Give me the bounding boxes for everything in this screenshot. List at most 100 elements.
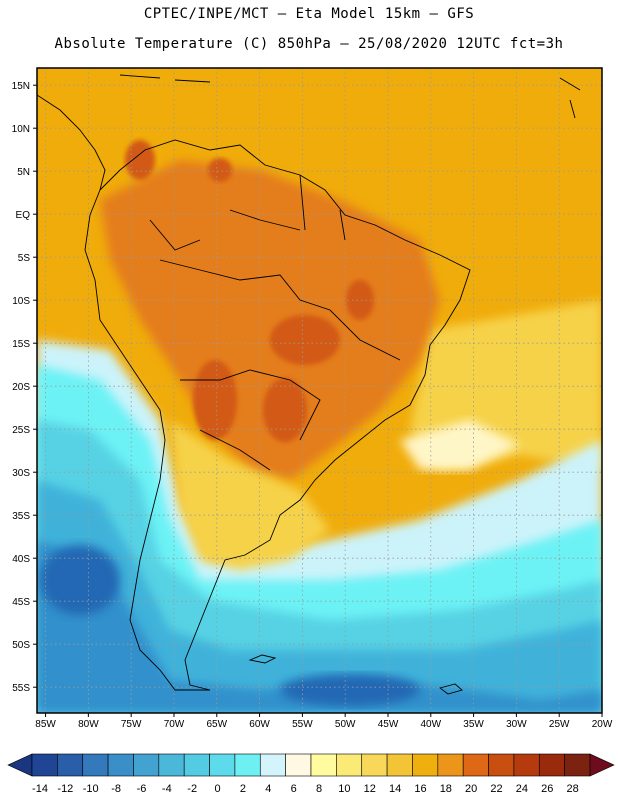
chart-title-line-2: Absolute Temperature (C) 850hPa – 25/08/… (54, 36, 564, 52)
colorbar-swatch (259, 753, 286, 777)
colorbar-swatch (513, 753, 540, 777)
colorbar-label: 10 (338, 783, 350, 795)
lat-tick-label: 15S (12, 339, 30, 350)
colorbar-swatch (57, 753, 84, 777)
lat-tick-label: 20S (12, 382, 30, 393)
colorbar-swatch (183, 753, 210, 777)
caribbean-islands (119, 74, 581, 119)
colorbar-label: 8 (316, 783, 322, 795)
lon-tick-label: 70W (164, 719, 185, 730)
lat-tick-label: 30S (12, 468, 30, 479)
colorbar-swatch (462, 753, 489, 777)
colorbar-label: 12 (364, 783, 376, 795)
map-frame (36, 67, 603, 714)
colorbar-label: 4 (265, 783, 271, 795)
colorbar-swatch (234, 753, 261, 777)
lon-tick-label: 80W (78, 719, 99, 730)
colorbar-swatch (361, 753, 388, 777)
colorbar-label: -12 (57, 783, 73, 795)
lon-tick-label: 45W (378, 719, 399, 730)
lon-tick-label: 35W (463, 719, 484, 730)
lat-tick-label: 10S (12, 296, 30, 307)
lon-tick-label: 60W (249, 719, 270, 730)
field-hot-interior (100, 160, 440, 480)
lat-tick-label: 55S (12, 683, 30, 694)
colorbar-swatch (107, 753, 134, 777)
field-hottest-core-4 (346, 280, 374, 320)
lat-tick-label: 45S (12, 597, 30, 608)
colorbar-swatch (488, 753, 515, 777)
lon-tick-label: 20W (592, 719, 613, 730)
field-mild-land (170, 420, 330, 570)
colorbar-label: -4 (162, 783, 172, 795)
field-cold-blue (37, 480, 602, 713)
colorbar-swatch (538, 753, 565, 777)
colorbar-under-arrow (7, 753, 33, 777)
colorbar-label: 22 (490, 783, 502, 795)
field-coldest-south (280, 674, 420, 706)
lat-tick-label: 40S (12, 554, 30, 565)
lon-tick-label: 85W (35, 719, 56, 730)
lat-tick-label: 5N (17, 167, 30, 178)
colorbar-label: 28 (567, 783, 579, 795)
field-hottest-core-6 (208, 158, 232, 182)
colorbar-label: -2 (187, 783, 197, 795)
colorbar-label: 16 (414, 783, 426, 795)
colorbar-over-arrow (589, 753, 615, 777)
colorbar-label: 14 (389, 783, 401, 795)
colorbar-swatch (133, 753, 160, 777)
country-borders (149, 174, 401, 471)
colorbar-swatch (310, 753, 337, 777)
colorbar-swatch (209, 753, 236, 777)
colorbar-label: -14 (32, 783, 48, 795)
colorbar-swatch (336, 753, 363, 777)
lon-tick-label: 75W (121, 719, 142, 730)
colorbar-swatch (386, 753, 413, 777)
field-hottest-core-1 (193, 360, 237, 440)
lat-tick-label: 50S (12, 640, 30, 651)
colorbar-label: 20 (465, 783, 477, 795)
field-pale-atlantic (400, 420, 520, 470)
field-hottest-core-3 (263, 378, 307, 442)
colorbar-swatch (412, 753, 439, 777)
colorbar-label: 18 (440, 783, 452, 795)
lat-tick-label: 10N (12, 124, 30, 135)
lon-tick-label: 50W (335, 719, 356, 730)
lon-tick-label: 65W (206, 719, 227, 730)
colorbar-label: 2 (240, 783, 246, 795)
colorbar-label: 24 (516, 783, 528, 795)
colorbar-swatch (437, 753, 464, 777)
lon-tick-label: 40W (421, 719, 442, 730)
lon-tick-label: 25W (549, 719, 570, 730)
lat-tick-label: 5S (18, 253, 31, 264)
colorbar-label: 26 (541, 783, 553, 795)
central-america-coastline (37, 94, 106, 191)
colorbar-label: -10 (83, 783, 99, 795)
south-georgia (438, 683, 463, 695)
colorbar-swatch (564, 753, 591, 777)
south-america-coastline (84, 139, 471, 691)
colorbar-label: 0 (214, 783, 220, 795)
colorbar-swatch (158, 753, 185, 777)
field-hottest-core-2 (270, 315, 340, 365)
field-hottest-core-5 (125, 140, 155, 180)
colorbar-label: 6 (291, 783, 297, 795)
temperature-field (37, 68, 602, 713)
lat-tick-label: EQ (16, 210, 31, 221)
lon-tick-label: 55W (292, 719, 313, 730)
colorbar-label: -8 (111, 783, 121, 795)
colorbar-label: -6 (137, 783, 147, 795)
colorbar-swatch (82, 753, 109, 777)
lon-tick-label: 30W (506, 719, 527, 730)
longitude-axis: 85W 80W 75W 70W 65W 60W 55W 50W 45W 40W 35W 30W 25W 2… (35, 713, 613, 730)
falkland-islands (248, 654, 277, 664)
colorbar-swatch (31, 753, 58, 777)
field-coldest-west (40, 545, 120, 615)
temperature-colorbar: -14 -12 -10 -8 -6 -4 -2 0 2 4 6 8 10 12 14 16 18 20 22 24 26… (7, 753, 615, 795)
chart-title-line-1: CPTEC/INPE/MCT – Eta Model 15km – GFS (143, 6, 475, 22)
lat-tick-label: 25S (12, 425, 30, 436)
lat-tick-label: 35S (12, 511, 30, 522)
field-very-cold (37, 540, 602, 713)
colorbar-swatch (285, 753, 312, 777)
